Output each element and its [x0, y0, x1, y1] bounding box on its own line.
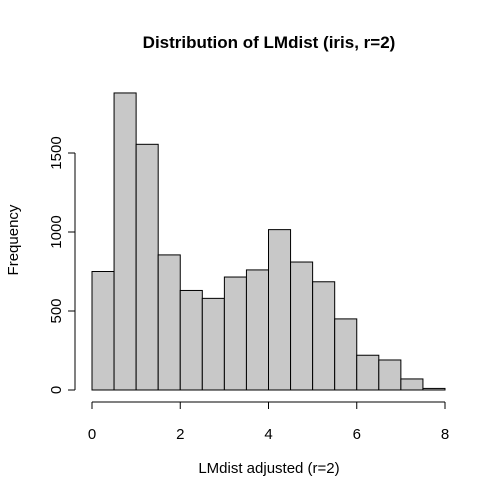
y-tick-label: 1500 — [48, 136, 65, 169]
histogram-bar — [357, 355, 379, 390]
x-tick-label: 2 — [176, 426, 184, 443]
histogram-bar — [423, 388, 445, 390]
y-tick-label: 500 — [48, 298, 65, 323]
x-tick-label: 6 — [353, 426, 361, 443]
x-tick-label: 0 — [88, 426, 96, 443]
y-axis-label: Frequency — [5, 204, 22, 275]
x-tick-label: 8 — [441, 426, 449, 443]
histogram-bar — [224, 277, 246, 390]
histogram-bar — [291, 262, 313, 390]
histogram-bar — [136, 144, 158, 390]
y-tick-label: 1000 — [48, 215, 65, 248]
histogram-bar — [335, 319, 357, 390]
histogram-bar — [92, 272, 114, 391]
histogram-bar — [114, 93, 136, 390]
x-axis: 0 2 4 6 8 — [88, 402, 449, 443]
histogram-bar — [379, 360, 401, 390]
bars-group — [92, 93, 445, 390]
histogram-bar — [401, 379, 423, 390]
y-tick-label: 0 — [48, 386, 65, 394]
histogram-bar — [180, 290, 202, 390]
x-tick-label: 4 — [264, 426, 272, 443]
x-axis-label: LMdist adjusted (r=2) — [198, 460, 339, 477]
histogram-bar — [202, 298, 224, 390]
histogram-bar — [158, 255, 180, 390]
histogram-bar — [313, 282, 335, 390]
histogram-bar — [269, 230, 291, 390]
chart-title: Distribution of LMdist (iris, r=2) — [143, 33, 396, 52]
histogram-bar — [246, 270, 268, 390]
y-axis: 0 500 1000 1500 — [48, 136, 75, 394]
